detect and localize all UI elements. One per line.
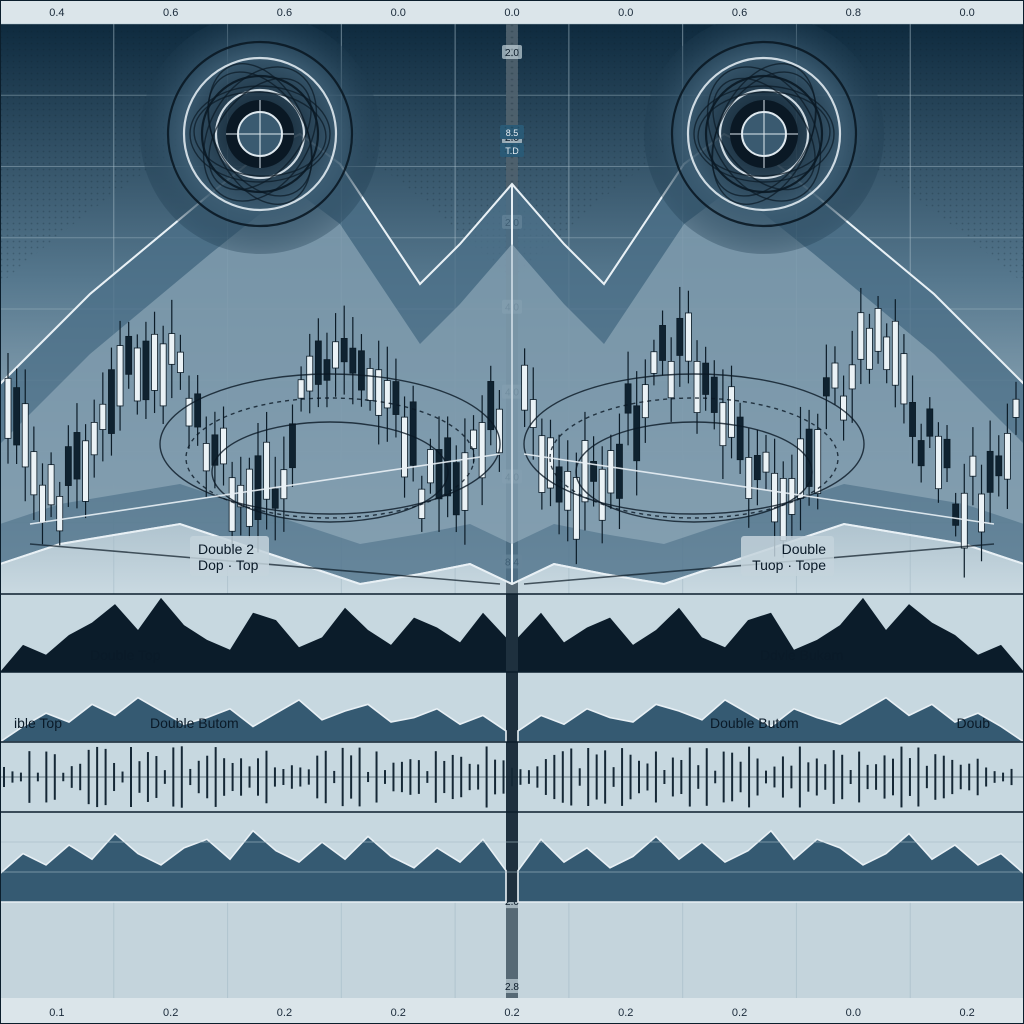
bottom-tick: 0.2 bbox=[391, 1007, 406, 1019]
pattern-label: Double bbox=[782, 541, 827, 557]
pattern-label: Tuop · Tope bbox=[752, 557, 826, 573]
trading-pattern-infographic: 0.4 0.6 0.6 0.0 0.0 0.0 0.6 0.8 0.0 0.1 0.2 0.2 0.2 0… bbox=[0, 0, 1024, 1024]
bottom-tick: 0.2 bbox=[959, 1007, 974, 1019]
focal-rings bbox=[644, 14, 884, 254]
bottom-tick: 0.1 bbox=[49, 1007, 64, 1019]
center-scale-label: 2.8 bbox=[505, 982, 519, 993]
bottom-tick: 0.2 bbox=[163, 1007, 178, 1019]
indicator2-label-mid: Double Butom bbox=[150, 715, 239, 731]
bottom-tick: 0.2 bbox=[618, 1007, 633, 1019]
top-tick: 0.0 bbox=[618, 7, 633, 19]
bottom-tick: 0.2 bbox=[504, 1007, 519, 1019]
top-tick: 0.6 bbox=[163, 7, 178, 19]
indicator2-label-left: ible Top bbox=[14, 715, 62, 731]
bottom-tick: 0.2 bbox=[732, 1007, 747, 1019]
top-tick: 0.6 bbox=[277, 7, 292, 19]
bottom-tick: 0.2 bbox=[277, 1007, 292, 1019]
focal-rings bbox=[140, 14, 380, 254]
top-tick: 0.8 bbox=[846, 7, 861, 19]
top-tick: 0.4 bbox=[49, 7, 64, 19]
bottom-tick: 0.0 bbox=[846, 1007, 861, 1019]
indicator2-label-far-right: Doub bbox=[957, 715, 991, 731]
indicator1-label-left: Double Top bbox=[90, 647, 161, 663]
top-tick: 0.0 bbox=[504, 7, 519, 19]
pattern-label: Dop · Top bbox=[198, 557, 259, 573]
indicator1-label-right: Ddvle Bukam bbox=[760, 647, 843, 663]
top-tick: 0.0 bbox=[959, 7, 974, 19]
top-tick: 0.6 bbox=[732, 7, 747, 19]
top-tick: 0.0 bbox=[391, 7, 406, 19]
indicator2-label-right: Double Butom bbox=[710, 715, 799, 731]
pattern-label: Double 2 bbox=[198, 541, 254, 557]
